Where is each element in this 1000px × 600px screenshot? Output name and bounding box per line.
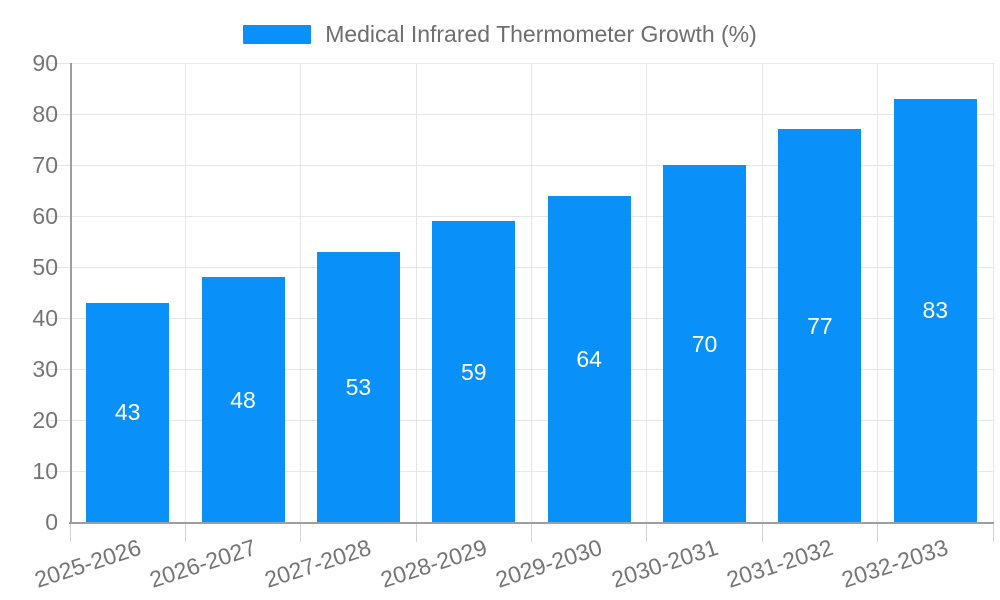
y-axis-tick-label: 30	[32, 356, 58, 382]
x-axis-category-label: 2025-2026	[31, 534, 144, 593]
bar-value-label: 64	[576, 345, 602, 372]
x-gridline	[531, 63, 532, 522]
x-gridline	[646, 63, 648, 522]
bar-2032-2033[interactable]	[893, 98, 977, 522]
x-axis-tick	[761, 522, 763, 542]
x-axis-tick	[646, 522, 648, 542]
y-gridline	[49, 113, 993, 115]
x-gridline	[184, 63, 186, 522]
bar-value-label: 70	[691, 330, 718, 357]
x-gridline	[761, 63, 763, 522]
y-gridline	[49, 368, 993, 370]
x-axis-tick	[415, 522, 417, 542]
y-gridline	[49, 266, 993, 268]
x-axis-category-label: 2029-2030	[492, 534, 606, 593]
x-gridline	[415, 63, 417, 522]
chart-legend[interactable]: Medical Infrared Thermometer Growth (%)	[0, 14, 1000, 54]
y-gridline	[49, 317, 993, 319]
legend-series-label: Medical Infrared Thermometer Growth (%)	[325, 20, 757, 47]
bar-value-label: 53	[345, 373, 372, 400]
y-axis-tick-label: 20	[32, 407, 58, 433]
bar-2027-2028[interactable]	[316, 251, 400, 522]
y-axis-tick-label: 50	[32, 254, 58, 280]
y-gridline	[49, 215, 993, 217]
bar-2029-2030[interactable]	[547, 195, 631, 522]
x-axis-line	[69, 522, 994, 524]
x-axis-category-label: 2026-2027	[146, 534, 260, 593]
x-axis-category-label: 2027-2028	[261, 534, 375, 593]
y-axis-tick-label: 80	[32, 101, 58, 127]
y-gridline	[49, 470, 993, 472]
bar-2028-2029[interactable]	[432, 221, 516, 522]
bar-2030-2031[interactable]	[663, 165, 747, 522]
y-axis-tick-label: 10	[32, 458, 58, 484]
x-axis-category-label: 2031-2032	[723, 534, 836, 593]
bar-value-label: 83	[922, 297, 949, 324]
bar-value-label: 59	[461, 358, 487, 385]
y-gridline	[49, 419, 993, 421]
x-gridline	[300, 63, 302, 522]
x-axis-category-label: 2032-2033	[838, 534, 952, 593]
plot-area: 0 10 20 30 40 50 60 70 80 90 43 2025-2026 48 2026-202…	[31, 50, 994, 593]
x-gridline	[877, 63, 879, 522]
y-gridline	[49, 164, 993, 166]
y-axis-line	[70, 63, 72, 524]
y-axis-tick-label: 70	[32, 152, 58, 178]
y-axis-tick-label: 60	[32, 203, 58, 229]
x-axis-tick	[69, 522, 71, 542]
x-gridline	[992, 63, 994, 522]
x-axis-tick	[992, 522, 994, 542]
x-axis-category-label: 2030-2031	[607, 534, 721, 593]
x-axis-category-label: 2028-2029	[377, 534, 490, 593]
y-axis-tick-label: 90	[32, 50, 58, 76]
bar-value-label: 43	[114, 399, 141, 426]
x-axis-tick	[300, 522, 302, 542]
y-axis-tick-label: 0	[45, 509, 58, 535]
x-axis-tick	[184, 522, 186, 542]
bar-value-label: 77	[807, 312, 833, 339]
y-axis-tick-label: 40	[32, 305, 58, 331]
y-gridline	[49, 62, 993, 64]
bar-value-label: 48	[230, 386, 256, 413]
bar-2025-2026[interactable]	[86, 302, 170, 522]
legend-color-swatch	[243, 24, 312, 44]
bar-2031-2032[interactable]	[778, 129, 862, 522]
x-axis-tick	[877, 522, 879, 542]
x-axis-tick	[531, 522, 532, 542]
bar-2026-2027[interactable]	[201, 277, 285, 522]
